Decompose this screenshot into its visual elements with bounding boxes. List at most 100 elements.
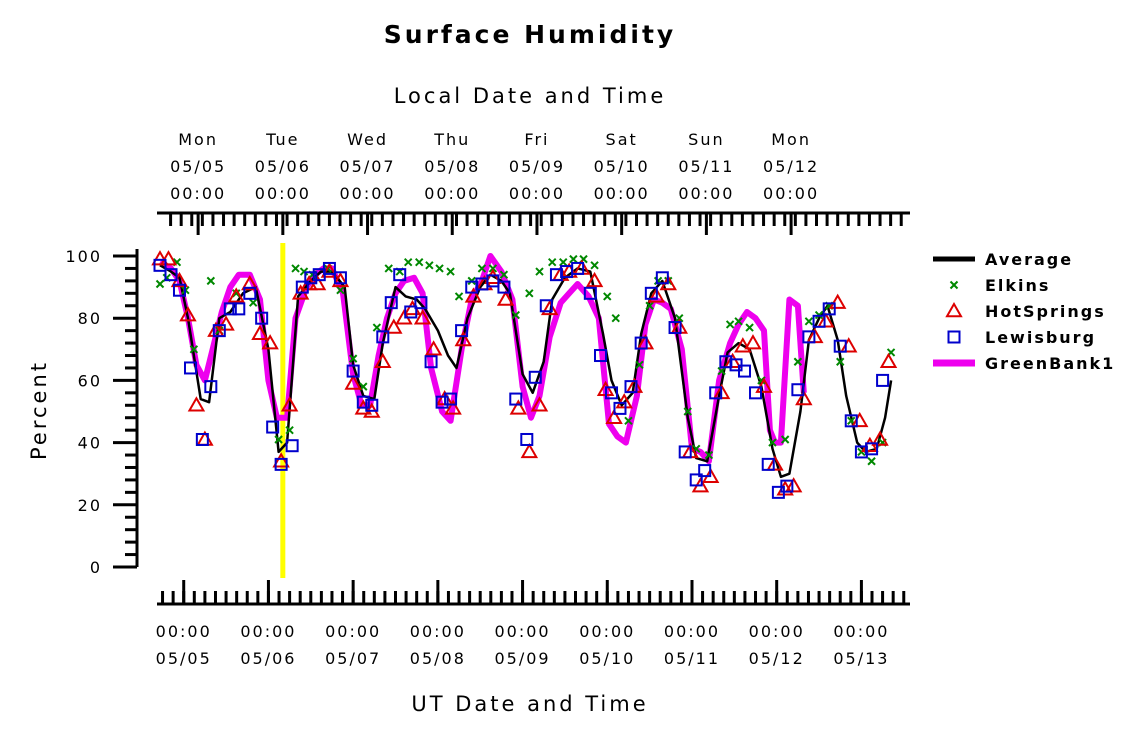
- y-axis-label: Percent: [27, 360, 51, 460]
- elkins-marker-stroke: [559, 258, 568, 267]
- lewisburg-point: [404, 305, 418, 319]
- elkins-marker-stroke: [372, 323, 382, 332]
- y-tick-label: 40: [78, 434, 102, 453]
- hotsprings-point: [530, 396, 549, 412]
- elkins-point: [804, 317, 814, 326]
- elkins-point: [867, 457, 876, 466]
- hotsprings-point: [795, 390, 813, 406]
- legend-item-hotsprings: HotSprings: [945, 301, 1106, 321]
- lewisburg-point: [365, 398, 379, 412]
- elkins-marker-stroke: [336, 286, 345, 295]
- lewisburg-point: [322, 261, 336, 275]
- elkins-marker-stroke: [804, 317, 814, 326]
- elkins-point: [274, 435, 283, 444]
- hotsprings-point: [444, 399, 462, 415]
- lewisburg-point: [520, 432, 534, 446]
- lewisburg-point: [497, 280, 511, 294]
- elkins-marker-stroke: [653, 276, 663, 286]
- lewisburg-point: [605, 386, 619, 400]
- bottom-tick-date: 05/11: [664, 649, 720, 668]
- elkins-marker-stroke: [511, 310, 520, 320]
- lewisburg-point: [613, 401, 627, 415]
- elkins-marker-stroke: [548, 258, 557, 267]
- elkins-point: [291, 264, 300, 273]
- lewisburg-point: [455, 324, 469, 338]
- lewisburg-point: [195, 432, 209, 446]
- bottom-tick-date: 05/05: [156, 649, 212, 668]
- elkins-point: [384, 264, 393, 273]
- elkins-point: [499, 270, 509, 279]
- elkins-marker-stroke: [248, 298, 258, 307]
- elkins-marker-stroke: [206, 276, 216, 286]
- elkins-point: [488, 264, 498, 273]
- elkins-marker-stroke: [704, 450, 714, 460]
- bottom-axis-label: UT Date and Time: [411, 692, 648, 716]
- bottom-tick-date: 05/07: [325, 649, 381, 668]
- elkins-marker-stroke: [590, 261, 599, 270]
- lewisburg-point: [583, 286, 597, 300]
- top-tick-date: 05/08: [424, 157, 480, 176]
- elkins-marker-stroke: [603, 292, 612, 301]
- legend-label-hotsprings: HotSprings: [985, 302, 1106, 321]
- elkins-marker-stroke: [435, 264, 444, 273]
- lewisburg-point: [761, 457, 775, 471]
- hotsprings-point: [251, 324, 269, 340]
- lewisburg-point: [333, 271, 347, 285]
- hotsprings-point: [320, 262, 339, 278]
- elkins-point: [299, 267, 309, 276]
- lewisburg-point: [593, 349, 607, 363]
- top-tick-date: 05/06: [255, 157, 311, 176]
- elkins-marker-stroke: [867, 457, 876, 466]
- hotsprings-point: [413, 309, 432, 325]
- elkins-point: [645, 301, 654, 310]
- lewisburg-point: [435, 395, 449, 409]
- lewisburg-point: [644, 286, 658, 300]
- hotsprings-point: [217, 315, 235, 331]
- bottom-tick-date: 05/06: [240, 649, 296, 668]
- lewisburg-point: [791, 383, 805, 397]
- top-tick-time: 00:00: [339, 184, 395, 203]
- elkins-marker-stroke: [949, 280, 959, 290]
- lewisburg-point: [153, 258, 167, 272]
- elkins-marker-stroke: [734, 317, 743, 326]
- hotsprings-point: [615, 393, 633, 409]
- chart-title: Surface Humidity: [384, 20, 676, 49]
- top-tick-date: 05/10: [594, 157, 650, 176]
- hotsprings-point: [585, 271, 604, 288]
- elkins-marker-stroke: [285, 425, 294, 435]
- lewisburg-point: [689, 473, 703, 487]
- lewisburg-point: [698, 464, 712, 478]
- lewisburg-point: [274, 457, 288, 471]
- lewisburg-point: [624, 380, 638, 394]
- top-tick-time: 00:00: [170, 184, 226, 203]
- y-tick-label: 20: [78, 496, 102, 515]
- top-tick-time: 00:00: [763, 184, 819, 203]
- elkins-point: [745, 323, 754, 332]
- top-tick-day: Sun: [688, 130, 724, 149]
- legend-item-elkins: Elkins: [949, 276, 1048, 295]
- elkins-marker-stroke: [611, 313, 620, 323]
- top-tick-date: 05/11: [678, 157, 734, 176]
- hotsprings-point: [723, 352, 742, 368]
- elkins-marker-stroke: [232, 289, 241, 298]
- top-tick-day: Sat: [606, 130, 638, 149]
- lewisburg-point: [232, 302, 246, 316]
- top-tick-day: Tue: [265, 130, 299, 149]
- lewisburg-point: [844, 414, 858, 428]
- top-tick-day: Mon: [178, 130, 218, 149]
- elkins-point: [446, 267, 455, 276]
- lewisburg-point: [393, 268, 407, 282]
- lewisburg-point: [539, 299, 553, 313]
- bottom-tick-date: 05/08: [410, 649, 466, 668]
- lewisburg-point: [802, 330, 816, 344]
- lewisburg-point: [655, 271, 669, 285]
- lewisburg-point: [172, 283, 186, 297]
- elkins-point: [704, 450, 714, 460]
- top-tick-date: 05/07: [339, 157, 395, 176]
- hotsprings-point: [496, 290, 515, 306]
- elkins-point: [525, 289, 534, 298]
- hotsprings-point: [374, 352, 392, 368]
- hotsprings-point: [227, 287, 245, 303]
- hotsprings-point: [179, 306, 197, 322]
- elkins-point: [611, 313, 620, 323]
